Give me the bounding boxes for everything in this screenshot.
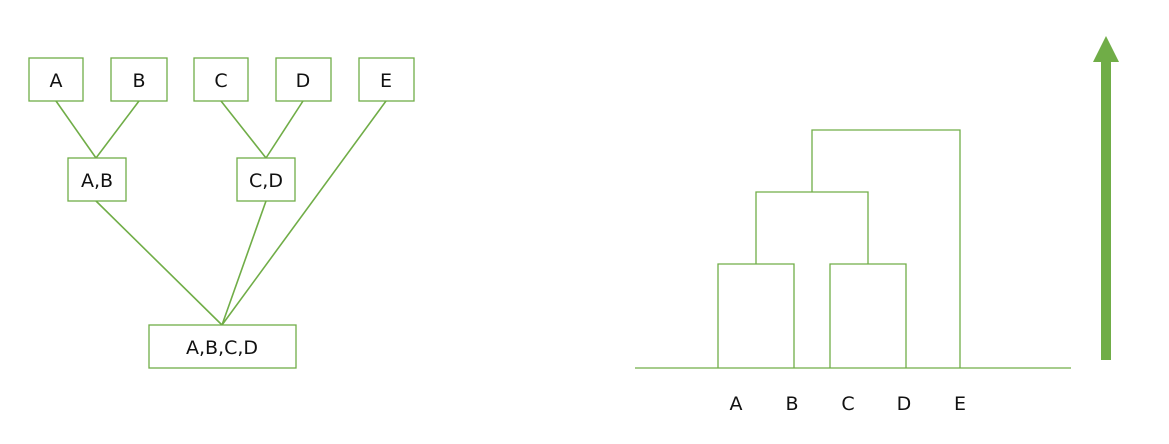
dendrogram-leaf-label-c: C <box>841 393 854 415</box>
node-label: E <box>380 70 392 92</box>
node-box <box>28 57 84 102</box>
up-arrow-icon <box>1093 36 1119 360</box>
dendrogram-leaf-label-a: A <box>730 393 743 415</box>
node-box <box>236 157 296 202</box>
node-label: A,B,C,D <box>186 337 258 359</box>
tree-node-cd: C,D <box>236 157 296 202</box>
tree-edges <box>55 100 387 326</box>
arrow-head <box>1093 36 1119 62</box>
dendrogram-leaf-label-e: E <box>954 393 966 415</box>
tree-node-a: A <box>28 57 84 102</box>
edge-c-cd <box>220 100 267 159</box>
node-label: A,B <box>81 170 113 192</box>
node-box <box>358 57 415 102</box>
tree-node-ab: A,B <box>67 157 127 202</box>
dendrogram-link-c-d <box>829 263 907 368</box>
tree-node-d: D <box>275 57 332 102</box>
edge-e-abcd <box>221 100 387 326</box>
tree-node-c: C <box>193 57 249 102</box>
node-label: A <box>50 70 63 92</box>
edge-b-ab <box>95 100 140 159</box>
node-label: C,D <box>249 170 283 192</box>
edge-a-ab <box>55 100 97 159</box>
edge-cd-abcd <box>221 200 267 326</box>
dendrogram-link-abcd-e <box>811 129 961 368</box>
tree-node-abcd: A,B,C,D <box>148 324 297 369</box>
dendrogram-link-ab-cd <box>755 191 869 264</box>
tree-node-e: E <box>358 57 415 102</box>
dendrogram-leaf-label-b: B <box>785 393 798 415</box>
node-box <box>110 57 168 102</box>
node-box <box>148 324 297 369</box>
node-label: B <box>132 70 145 92</box>
node-box <box>275 57 332 102</box>
dendrogram: A B C D E <box>635 129 1071 415</box>
edge-d-cd <box>265 100 304 159</box>
dendrogram-link-a-b <box>717 263 795 368</box>
node-label: D <box>296 70 311 92</box>
arrow-shaft <box>1101 60 1111 360</box>
edge-ab-abcd <box>95 200 223 326</box>
merge-tree: A B C D E A,B C,D A,B,C,D <box>28 57 415 369</box>
node-box <box>67 157 127 202</box>
node-label: C <box>214 70 227 92</box>
node-box <box>193 57 249 102</box>
dendrogram-leaf-label-d: D <box>897 393 912 415</box>
tree-node-b: B <box>110 57 168 102</box>
